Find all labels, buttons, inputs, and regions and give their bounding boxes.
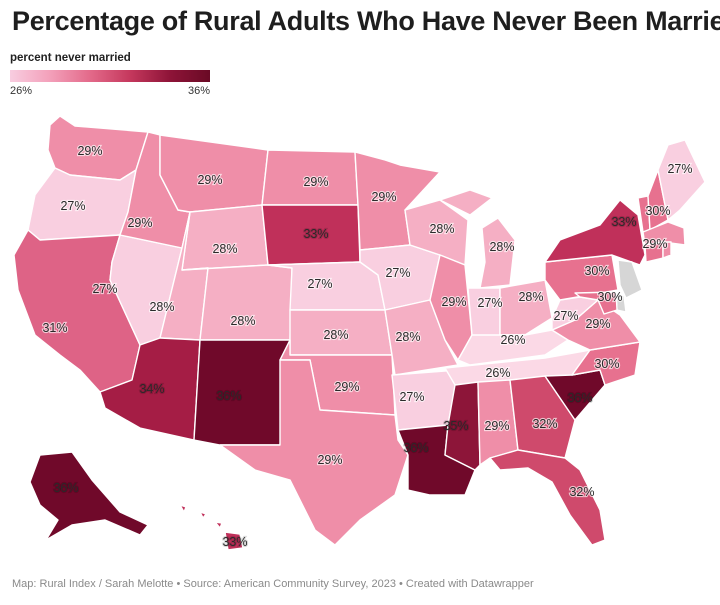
label-tn: 26% xyxy=(485,366,510,380)
state-ohio[interactable] xyxy=(499,279,553,336)
labels-layer: 29% 27% 31% 27% 29% 29% 28% 28% 34% 28% … xyxy=(41,143,693,550)
state-wyoming[interactable] xyxy=(181,204,269,271)
label-ok: 29% xyxy=(334,380,359,394)
label-tx: 29% xyxy=(317,453,342,467)
label-ne: 27% xyxy=(307,277,332,291)
label-wi: 28% xyxy=(429,222,454,236)
label-va: 29% xyxy=(585,317,610,331)
label-pa: 30% xyxy=(584,264,609,278)
label-al: 29% xyxy=(484,419,509,433)
label-hi: 33% xyxy=(222,535,247,549)
legend-gradient-bar xyxy=(10,70,210,82)
label-ga: 32% xyxy=(532,417,557,431)
map-title: Percentage of Rural Adults Who Have Neve… xyxy=(12,6,720,36)
label-ky: 26% xyxy=(500,333,525,347)
legend-min-label: 26% xyxy=(10,85,33,97)
label-wv: 27% xyxy=(553,309,578,323)
state-michigan[interactable] xyxy=(439,189,516,289)
legend-title: percent never married xyxy=(10,52,131,64)
label-az: 34% xyxy=(139,382,164,396)
state-new-jersey[interactable] xyxy=(617,259,643,299)
label-mn: 29% xyxy=(371,190,396,204)
label-md: 30% xyxy=(597,290,622,304)
label-mi: 28% xyxy=(489,240,514,254)
label-la: 36% xyxy=(403,441,428,455)
label-ia: 27% xyxy=(385,266,410,280)
label-wa: 29% xyxy=(77,144,102,158)
state-maryland[interactable] xyxy=(574,291,618,315)
state-alaska[interactable] xyxy=(29,451,149,541)
label-sc: 36% xyxy=(567,391,592,405)
label-il: 29% xyxy=(441,295,466,309)
label-or: 27% xyxy=(60,199,85,213)
label-sd: 33% xyxy=(303,227,328,241)
label-ks: 28% xyxy=(323,328,348,342)
label-co: 28% xyxy=(230,314,255,328)
state-new-york[interactable] xyxy=(544,199,646,266)
label-nc: 30% xyxy=(594,357,619,371)
label-ar: 27% xyxy=(399,390,424,404)
label-ak: 36% xyxy=(53,481,78,495)
state-new-mexico[interactable] xyxy=(193,339,291,446)
label-mt: 29% xyxy=(197,173,222,187)
state-hawaii[interactable] xyxy=(179,504,244,551)
label-me: 27% xyxy=(667,162,692,176)
legend-max-label: 36% xyxy=(187,85,210,97)
states-layer xyxy=(13,115,706,551)
label-in: 27% xyxy=(477,296,502,310)
label-nd: 29% xyxy=(303,175,328,189)
footer-credits: Map: Rural Index / Sarah Melotte • Sourc… xyxy=(12,578,534,590)
label-oh: 28% xyxy=(518,290,543,304)
label-mo: 28% xyxy=(395,330,420,344)
state-texas[interactable] xyxy=(219,359,409,546)
label-ut: 28% xyxy=(149,300,174,314)
label-nv: 27% xyxy=(92,282,117,296)
label-id: 29% xyxy=(127,216,152,230)
label-fl: 32% xyxy=(569,485,594,499)
label-wy: 28% xyxy=(212,242,237,256)
state-rhode-island[interactable] xyxy=(662,241,672,259)
label-ma: 29% xyxy=(642,237,667,251)
color-legend: percent never married 26% 36% xyxy=(10,52,210,99)
legend-labels: 26% 36% xyxy=(10,85,210,99)
state-maine[interactable] xyxy=(657,139,706,221)
label-nh: 30% xyxy=(645,204,670,218)
state-florida[interactable] xyxy=(489,449,606,546)
label-ny: 33% xyxy=(611,215,636,229)
label-nm: 36% xyxy=(216,389,241,403)
label-ca: 31% xyxy=(42,321,67,335)
label-ms: 35% xyxy=(443,419,468,433)
